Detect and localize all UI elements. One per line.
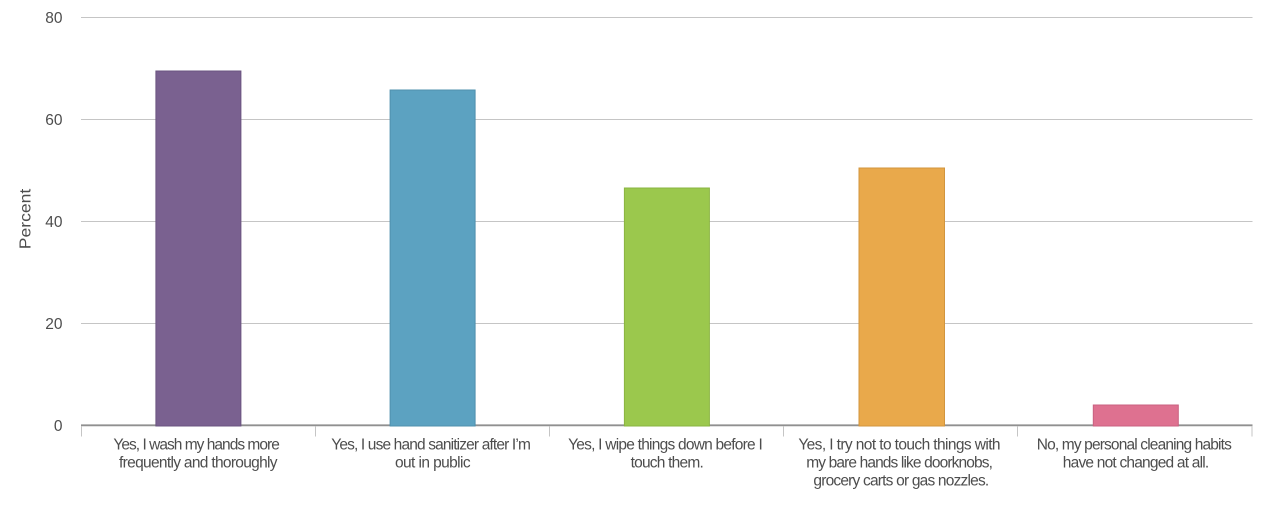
svg-text:Yes, I wash my hands more: Yes, I wash my hands more frequently and… [113, 436, 283, 471]
svg-text:0: 0 [54, 418, 63, 435]
svg-text:20: 20 [45, 316, 63, 333]
svg-text:Percent: Percent [18, 188, 35, 249]
svg-text:No, my personal cleaning habit: No, my personal cleaning habits have not… [1037, 436, 1236, 471]
svg-text:Yes, I try not to touch things: Yes, I try not to touch things with my b… [798, 436, 1004, 489]
svg-text:Yes, I use hand sanitizer afte: Yes, I use hand sanitizer after I’m out … [331, 436, 534, 471]
svg-text:40: 40 [45, 214, 63, 231]
svg-text:60: 60 [45, 112, 63, 129]
svg-text:Yes, I wipe things down before: Yes, I wipe things down before I touch t… [568, 436, 766, 471]
svg-text:80: 80 [45, 10, 63, 27]
